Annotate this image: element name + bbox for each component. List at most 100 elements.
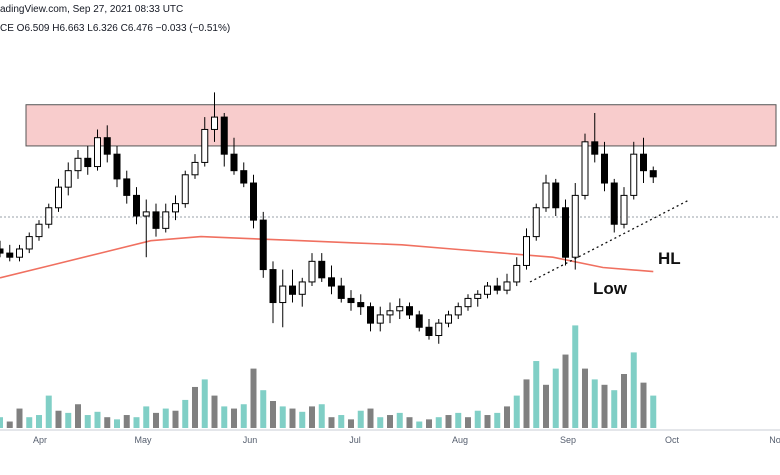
volume-bar	[104, 417, 111, 428]
volume-bar	[591, 379, 598, 428]
candle	[337, 277, 345, 303]
candle	[454, 302, 462, 320]
candles	[0, 92, 657, 344]
candle	[269, 261, 277, 324]
volume-bar	[640, 382, 647, 428]
volume-bar	[582, 368, 588, 428]
volume-bar	[55, 410, 62, 428]
volume-bar	[650, 395, 657, 428]
candle	[376, 306, 384, 332]
volume-bar	[455, 412, 462, 428]
volume-bar	[377, 417, 384, 428]
volume-bar	[387, 415, 393, 428]
candle	[6, 244, 14, 262]
x-axis-ticks: Apr May Jun Jul Aug Sep Oct No	[33, 435, 780, 445]
candle	[464, 294, 472, 311]
candle	[162, 203, 170, 233]
candle	[386, 302, 394, 324]
volume-bar	[426, 419, 432, 428]
volume-bar	[45, 395, 52, 428]
candle	[289, 269, 296, 303]
candle	[435, 319, 443, 344]
candle	[474, 290, 482, 307]
candle	[279, 269, 287, 328]
candle	[347, 290, 355, 311]
volume-bar	[474, 410, 481, 428]
volume-bar	[114, 419, 120, 428]
candle	[415, 310, 423, 332]
x-tick-label: Sep	[560, 435, 576, 445]
volume-bar	[543, 384, 549, 428]
volume-bar	[348, 419, 354, 428]
candle	[64, 162, 72, 196]
volume-bar	[250, 368, 257, 428]
candle	[142, 199, 150, 258]
candle	[113, 145, 121, 188]
volume-bar	[396, 412, 403, 428]
volume-bar	[328, 417, 335, 428]
volume-bar	[289, 408, 296, 428]
volume-bar	[0, 417, 3, 428]
resistance-zone	[25, 104, 777, 147]
volume-bar	[143, 406, 150, 428]
candle	[259, 211, 267, 278]
candle	[523, 228, 530, 270]
candle	[640, 137, 647, 184]
volume-bar	[630, 352, 637, 428]
volume-bar	[406, 417, 413, 428]
volume-bar	[6, 421, 13, 428]
volume-bar	[367, 408, 374, 428]
candle	[240, 162, 248, 188]
volume-bar	[231, 408, 237, 428]
candle	[103, 125, 111, 163]
x-tick-label: No	[769, 435, 780, 445]
volume-bar	[26, 417, 33, 428]
volume-bars	[0, 325, 657, 428]
candle	[230, 137, 238, 175]
candle	[55, 178, 62, 212]
candle	[220, 112, 228, 167]
candle	[172, 195, 179, 221]
volume-bar	[162, 408, 169, 428]
candle	[591, 112, 599, 163]
ohlc-readout: CE O6.509 H6.663 L6.326 C6.476 −0.033 (−…	[0, 23, 231, 34]
candle	[493, 277, 501, 295]
candle	[552, 178, 560, 216]
candle	[503, 273, 511, 295]
volume-bar	[123, 415, 130, 428]
volume-bar	[75, 404, 81, 428]
volume-bar	[192, 386, 198, 428]
volume-bar	[260, 390, 267, 428]
x-tick-label: Jul	[349, 435, 361, 445]
candle	[201, 117, 209, 167]
candle	[16, 244, 23, 262]
volume-bar	[94, 411, 101, 428]
candle	[357, 294, 365, 315]
candle	[0, 240, 4, 258]
x-tick-label: Aug	[452, 435, 468, 445]
volume-bar	[201, 379, 208, 428]
candle	[484, 281, 491, 299]
volume-bar	[572, 325, 579, 428]
candle	[94, 129, 101, 171]
candle	[211, 92, 218, 142]
volume-bar	[65, 412, 72, 428]
candle	[152, 203, 160, 237]
candle	[542, 174, 550, 212]
candle	[571, 183, 579, 270]
volume-bar	[494, 412, 501, 428]
candle	[74, 150, 82, 179]
candle	[610, 178, 618, 233]
candle	[84, 145, 92, 175]
volume-bar	[504, 406, 510, 428]
candle	[581, 133, 589, 200]
volume-bar	[357, 410, 364, 428]
volume-bar	[36, 415, 42, 428]
x-tick-label: Jun	[243, 435, 258, 445]
candle	[649, 166, 657, 184]
candle	[298, 277, 306, 307]
candle	[35, 220, 43, 241]
candle	[620, 187, 628, 229]
